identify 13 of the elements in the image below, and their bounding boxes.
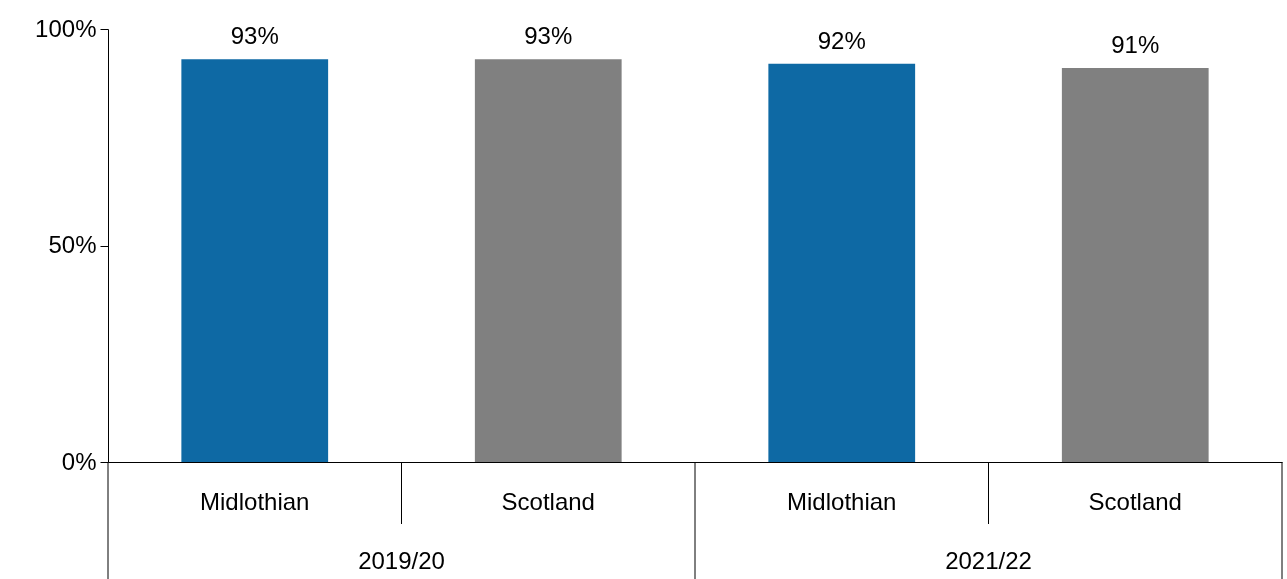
- y-tick-label: 50%: [48, 231, 97, 258]
- series-label: Midlothian: [200, 488, 310, 515]
- data-label: 92%: [817, 26, 866, 54]
- series-label: Scotland: [501, 488, 595, 515]
- x-tick-label: 2021/22: [945, 547, 1032, 574]
- text: Scotland: [1088, 488, 1182, 515]
- text: Midlothian: [787, 488, 897, 515]
- x-tick-label: 2019/20: [358, 547, 445, 574]
- y-tick-label: 100%: [35, 14, 97, 42]
- data-label: 91%: [1111, 30, 1160, 58]
- data-label: 93%: [230, 22, 279, 50]
- data-label: 93%: [524, 22, 573, 50]
- y-tick-label: 0%: [61, 447, 97, 475]
